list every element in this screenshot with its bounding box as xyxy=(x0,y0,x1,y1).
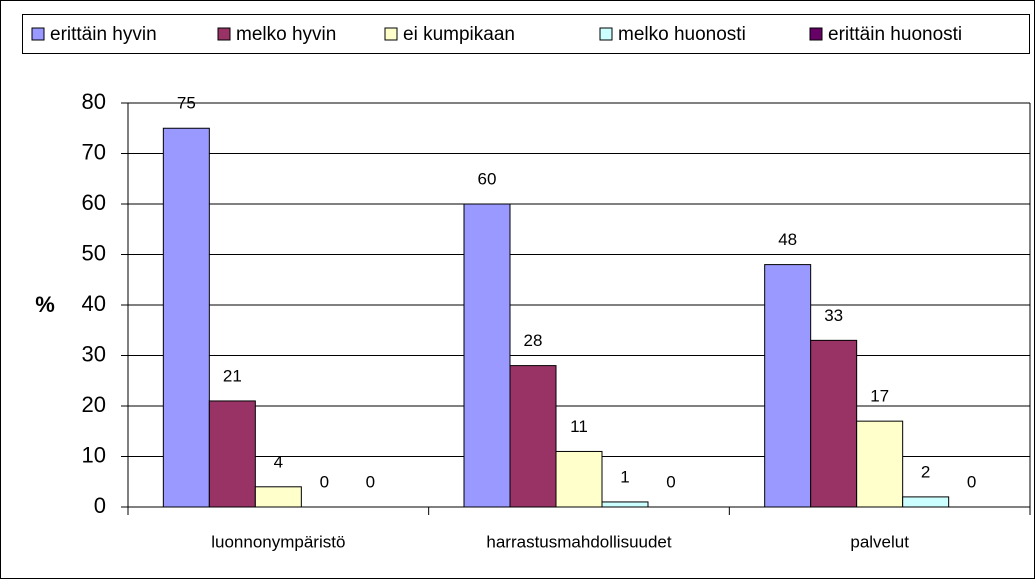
data-label: 75 xyxy=(177,94,196,113)
legend-label: erittäin hyvin xyxy=(50,24,157,45)
data-label: 21 xyxy=(223,366,242,385)
bar xyxy=(209,401,255,507)
legend-swatch xyxy=(32,28,44,40)
y-tick-label: 0 xyxy=(94,493,106,518)
data-label: 2 xyxy=(921,462,930,481)
y-tick-label: 20 xyxy=(82,392,106,417)
y-tick-label: 80 xyxy=(82,89,106,114)
data-label: 0 xyxy=(666,472,675,491)
data-label: 0 xyxy=(967,472,976,491)
x-tick-label: harrastusmahdollisuudet xyxy=(486,532,671,551)
y-tick-label: 40 xyxy=(82,291,106,316)
legend-label: melko huonosti xyxy=(618,24,746,45)
data-label: 11 xyxy=(570,417,588,436)
data-label: 28 xyxy=(524,331,543,350)
data-label: 0 xyxy=(320,472,329,491)
bar xyxy=(765,265,811,507)
data-label: 1 xyxy=(620,467,629,486)
legend-swatch xyxy=(600,28,612,40)
legend-swatch xyxy=(218,28,230,40)
bar xyxy=(255,487,301,507)
data-label: 17 xyxy=(870,387,889,406)
bar xyxy=(510,366,556,507)
bar xyxy=(464,204,510,507)
data-label: 4 xyxy=(274,452,283,471)
legend-label: erittäin huonosti xyxy=(828,24,962,45)
data-label: 33 xyxy=(824,306,843,325)
y-tick-label: 30 xyxy=(82,341,106,366)
chart: % 01020304050607080luonnonympäristö75214… xyxy=(0,0,1035,579)
y-tick-label: 70 xyxy=(82,139,106,164)
y-tick-label: 50 xyxy=(82,240,106,265)
bar xyxy=(556,451,602,507)
legend-label: melko hyvin xyxy=(236,24,336,45)
data-label: 48 xyxy=(778,230,797,249)
x-tick-label: luonnonympäristö xyxy=(211,532,345,551)
y-tick-label: 60 xyxy=(82,190,106,215)
data-label: 60 xyxy=(478,169,497,188)
bar xyxy=(903,497,949,507)
legend-swatch xyxy=(385,28,397,40)
x-tick-label: palvelut xyxy=(850,532,909,551)
y-tick-label: 10 xyxy=(82,442,106,467)
legend-swatch xyxy=(810,28,822,40)
bar xyxy=(163,128,209,507)
bar xyxy=(602,502,648,507)
legend-label: ei kumpikaan xyxy=(403,24,515,45)
bar xyxy=(811,340,857,507)
bar xyxy=(857,421,903,507)
y-axis-label: % xyxy=(35,292,55,317)
data-label: 0 xyxy=(366,472,375,491)
